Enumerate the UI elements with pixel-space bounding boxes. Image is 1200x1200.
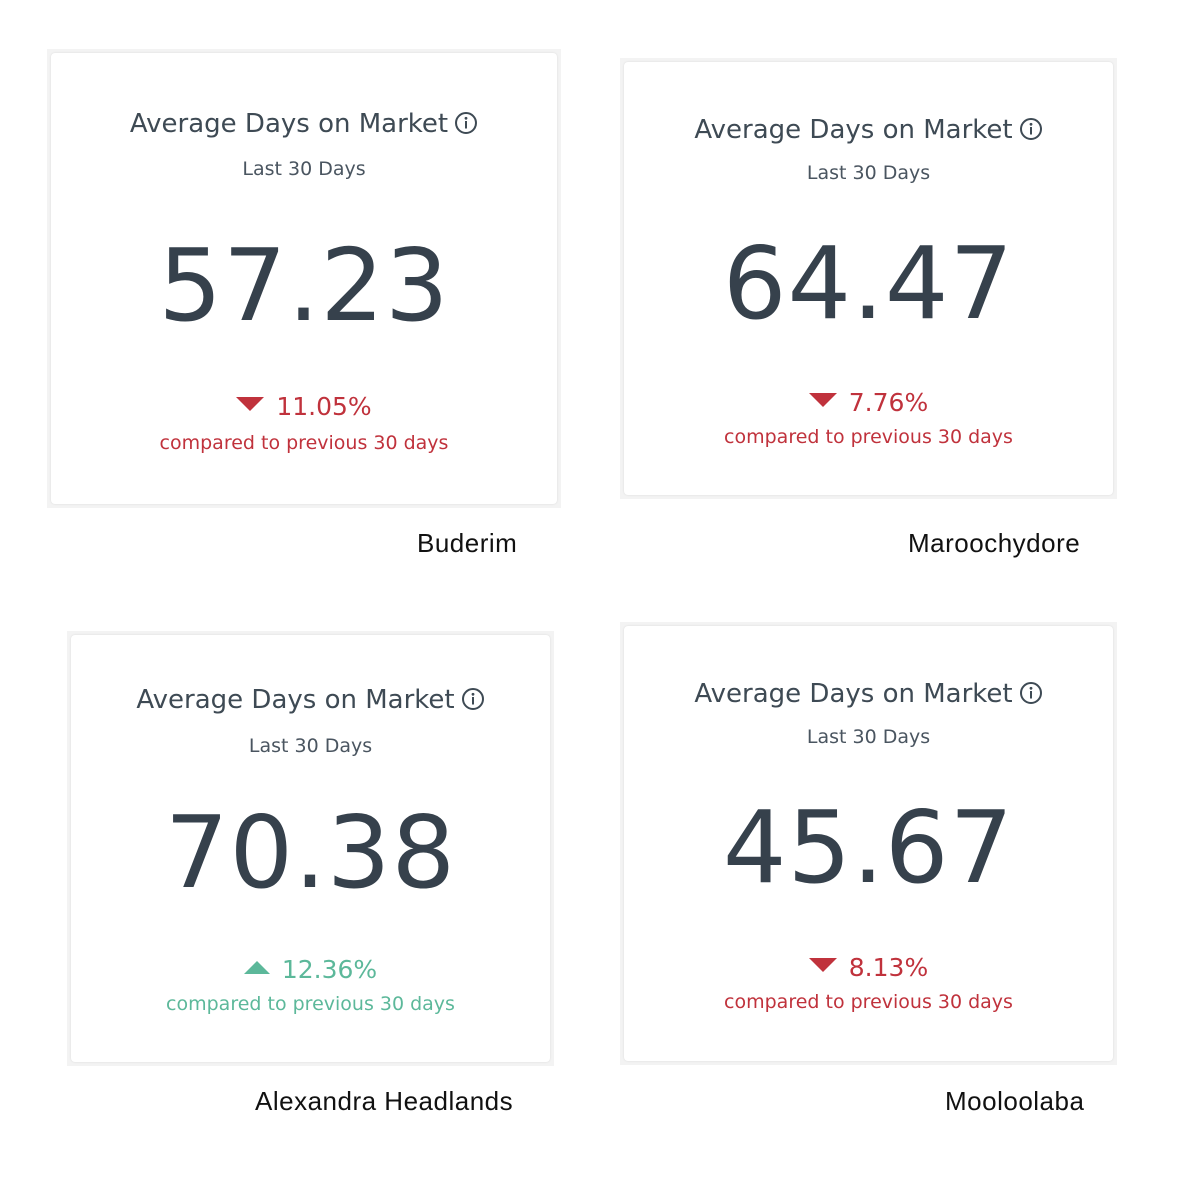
triangle-down-icon bbox=[808, 958, 837, 972]
metric-value: 70.38 bbox=[164, 794, 457, 911]
metric-card: Average Days on Market Last 30 Days 70.3… bbox=[71, 635, 550, 1062]
metric-value: 64.47 bbox=[722, 225, 1015, 342]
metric-value: 57.23 bbox=[158, 227, 450, 344]
change-row: 8.13% bbox=[624, 953, 1113, 982]
info-icon[interactable] bbox=[461, 687, 485, 718]
suburb-caption: Alexandra Headlands bbox=[255, 1086, 514, 1116]
comparison-text: compared to previous 30 days bbox=[724, 991, 1013, 1013]
metric-card: Average Days on Market Last 30 Days 45.6… bbox=[624, 626, 1113, 1061]
metric-panel-maroochydore: Average Days on Market Last 30 Days 64.4… bbox=[620, 58, 1117, 499]
change-row: 7.76% bbox=[624, 388, 1113, 417]
triangle-up-icon bbox=[243, 961, 270, 974]
card-period: Last 30 Days bbox=[242, 158, 366, 180]
suburb-caption: Mooloolaba bbox=[945, 1086, 1085, 1116]
card-title-row: Average Days on Market bbox=[624, 115, 1113, 148]
change-row: 12.36% bbox=[71, 955, 550, 984]
metric-value: 45.67 bbox=[722, 789, 1015, 906]
info-icon[interactable] bbox=[1019, 117, 1043, 148]
metric-card: Average Days on Market Last 30 Days 57.2… bbox=[51, 53, 557, 504]
card-title-row: Average Days on Market bbox=[51, 109, 557, 142]
metric-panel-alexandra-headlands: Average Days on Market Last 30 Days 70.3… bbox=[67, 631, 554, 1066]
metric-card: Average Days on Market Last 30 Days 64.4… bbox=[624, 62, 1113, 495]
card-period: Last 30 Days bbox=[248, 735, 373, 757]
info-icon[interactable] bbox=[454, 111, 478, 142]
suburb-caption: Maroochydore bbox=[908, 528, 1081, 558]
comparison-text: compared to previous 30 days bbox=[166, 993, 455, 1015]
card-title: Average Days on Market bbox=[694, 115, 1013, 145]
card-title: Average Days on Market bbox=[129, 109, 449, 139]
change-percent: 8.13% bbox=[848, 953, 929, 982]
triangle-down-icon bbox=[236, 397, 265, 411]
change-percent: 7.76% bbox=[848, 388, 929, 417]
card-title-row: Average Days on Market bbox=[71, 685, 550, 718]
suburb-caption: Buderim bbox=[417, 528, 518, 558]
card-title: Average Days on Market bbox=[694, 679, 1013, 709]
info-icon[interactable] bbox=[1019, 681, 1043, 712]
comparison-text: compared to previous 30 days bbox=[724, 426, 1013, 448]
card-title-row: Average Days on Market bbox=[624, 679, 1113, 712]
metric-panel-buderim: Average Days on Market Last 30 Days 57.2… bbox=[47, 49, 561, 508]
card-title: Average Days on Market bbox=[136, 685, 455, 715]
card-period: Last 30 Days bbox=[806, 726, 931, 748]
comparison-text: compared to previous 30 days bbox=[159, 432, 449, 454]
change-percent: 12.36% bbox=[281, 955, 378, 984]
card-period: Last 30 Days bbox=[806, 162, 931, 184]
change-percent: 11.05% bbox=[276, 392, 372, 421]
metric-panel-mooloolaba: Average Days on Market Last 30 Days 45.6… bbox=[620, 622, 1117, 1065]
change-row: 11.05% bbox=[51, 392, 557, 421]
triangle-down-icon bbox=[808, 393, 837, 407]
